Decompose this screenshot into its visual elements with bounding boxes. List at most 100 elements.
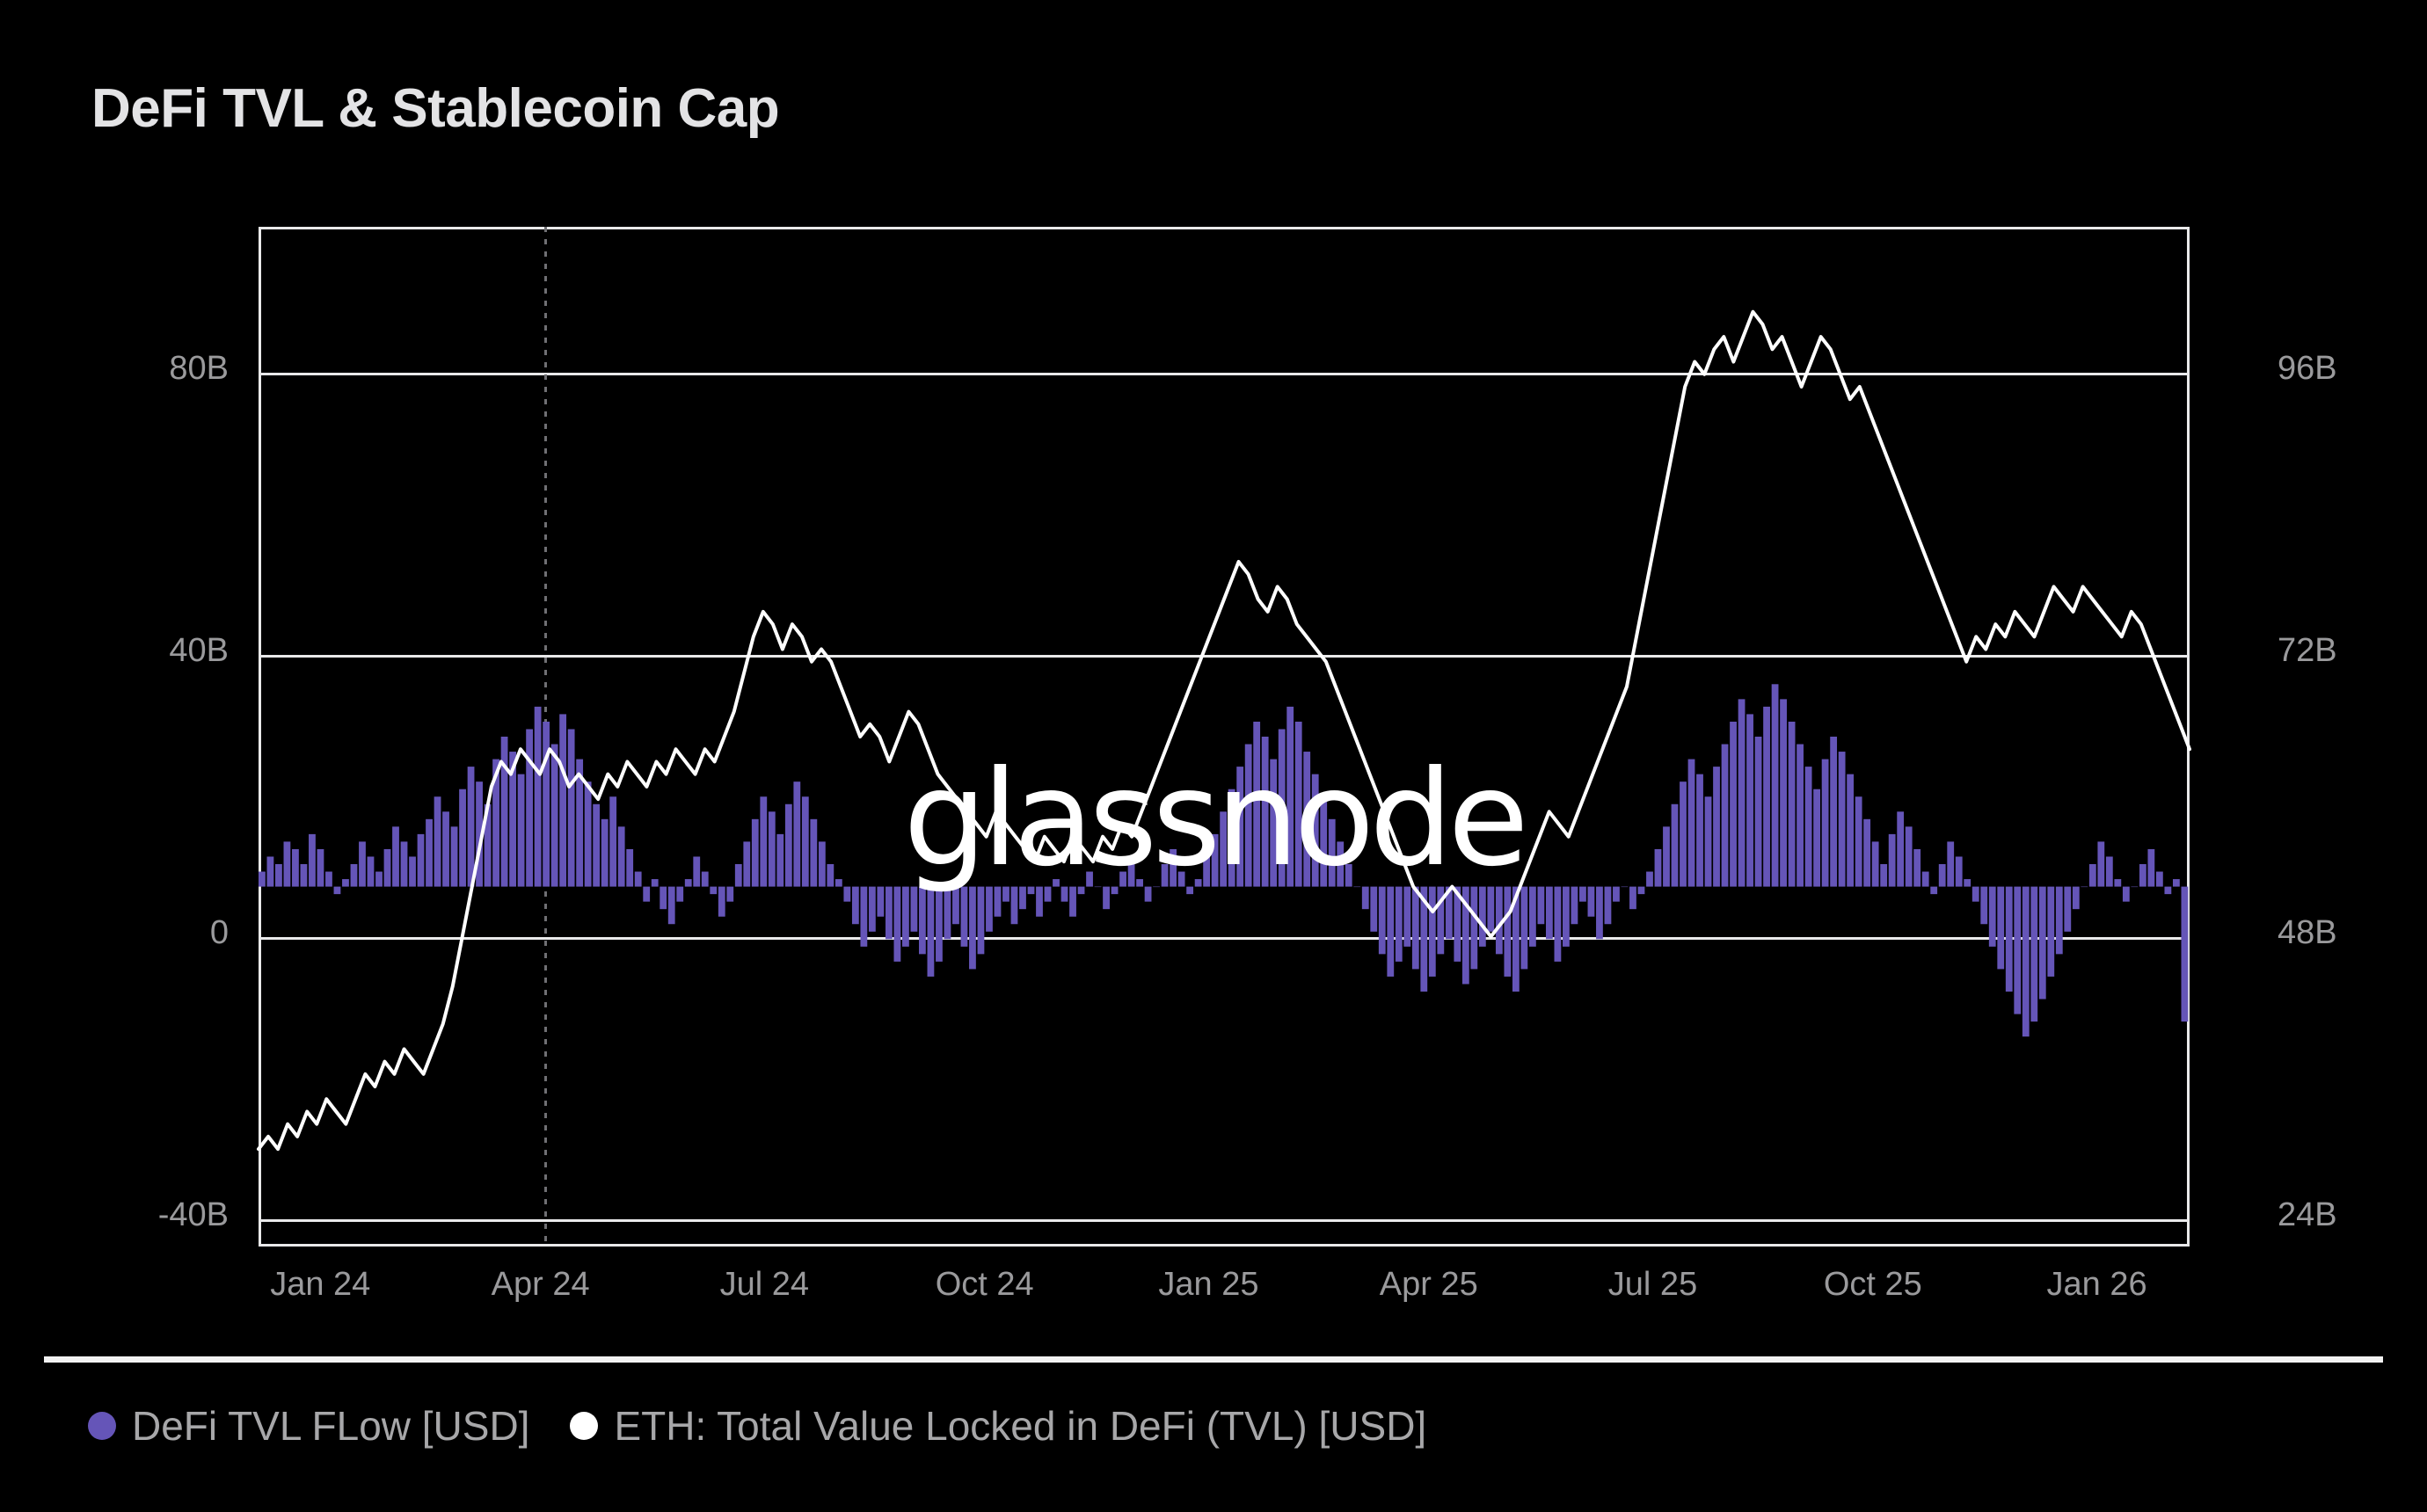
chart-plot-area [257, 227, 2191, 1247]
bar [1177, 871, 1185, 887]
bar [701, 871, 709, 887]
bar [919, 886, 926, 955]
bar [609, 796, 617, 887]
bar [1596, 886, 1603, 940]
bar [426, 818, 433, 887]
bar [1077, 886, 1085, 895]
bar [375, 871, 383, 887]
bar [1437, 886, 1445, 955]
bar [1428, 886, 1436, 977]
legend-item-defi-tvl-flow[interactable]: DeFi TVL FLow [USD] [88, 1402, 529, 1450]
series-eth-tvl-line [257, 309, 2191, 1152]
bar [266, 856, 274, 887]
bar [1821, 759, 1829, 887]
bar [1905, 826, 1913, 887]
bar [1687, 759, 1695, 887]
legend-item-eth-tvl[interactable]: ETH: Total Value Locked in DeFi (TVL) [U… [570, 1402, 1426, 1450]
bar [1637, 886, 1645, 895]
bar [2038, 886, 2046, 1000]
bar [1863, 818, 1871, 887]
bar [1420, 886, 1428, 992]
bar [1019, 886, 1026, 910]
bar [550, 744, 558, 887]
bar [383, 848, 391, 887]
bar [1060, 886, 1068, 902]
bar [969, 886, 976, 970]
bar [1236, 767, 1244, 887]
bar [1663, 826, 1670, 887]
bar [868, 886, 876, 932]
bar [743, 841, 751, 887]
bar [2022, 886, 2030, 1037]
bar [509, 752, 516, 887]
bar [333, 886, 341, 895]
bar [1763, 706, 1770, 887]
bar [726, 886, 734, 902]
right-axis-tick-24b: 24B [2278, 1196, 2337, 1233]
bar [1921, 871, 1929, 887]
bar [1704, 796, 1712, 887]
bar [467, 767, 475, 887]
bar [1955, 856, 1963, 887]
bar [860, 886, 868, 947]
bar [1613, 886, 1620, 902]
bar [2047, 886, 2055, 977]
bar [325, 871, 332, 887]
bar [2122, 886, 2130, 902]
bar [1127, 856, 1135, 887]
bar [1487, 886, 1495, 932]
left-axis-tick-neg40b: -40B [157, 1196, 229, 1233]
bar [1546, 886, 1553, 940]
bar [977, 886, 985, 955]
bar [1353, 886, 1361, 888]
bar [1294, 721, 1302, 887]
bar [1804, 767, 1812, 887]
bar [676, 886, 684, 902]
bar [1119, 871, 1126, 887]
bar [667, 886, 675, 925]
bar [1780, 699, 1787, 887]
bar [350, 864, 358, 887]
bar [1454, 886, 1461, 962]
bar [442, 811, 449, 887]
bar [784, 803, 792, 887]
bar [567, 729, 575, 887]
bar [1838, 752, 1846, 887]
right-axis-tick-48b: 48B [2278, 914, 2337, 951]
bar [617, 826, 625, 887]
bar [342, 879, 349, 887]
gridline-0 [259, 937, 2190, 940]
bar [1680, 781, 1687, 887]
bar [392, 826, 399, 887]
bar [893, 886, 901, 962]
x-axis-tick-jul-24: Jul 24 [719, 1266, 810, 1303]
bar [1044, 886, 1052, 902]
bar [593, 803, 601, 887]
bar [1445, 886, 1453, 940]
bar [1170, 848, 1177, 887]
bar [1303, 752, 1311, 887]
bar [2172, 879, 2180, 887]
bar [1411, 886, 1419, 970]
bar [1571, 886, 1578, 925]
bar [1103, 886, 1110, 910]
bar [793, 781, 801, 887]
left-axis-tick-40b: 40B [169, 632, 229, 669]
chart-legend: DeFi TVL FLow [USD] ETH: Total Value Loc… [88, 1402, 1426, 1450]
bar [2030, 886, 2038, 1022]
bar [1537, 886, 1545, 925]
bar [885, 886, 893, 940]
bar [1161, 864, 1169, 887]
bar [292, 848, 299, 887]
bar [643, 886, 651, 902]
x-axis-tick-oct-24: Oct 24 [935, 1266, 1034, 1303]
bar [459, 789, 466, 887]
bar [543, 721, 550, 887]
bar [651, 879, 659, 887]
bar [1528, 886, 1536, 947]
bar [492, 759, 499, 887]
bar [851, 886, 859, 925]
x-axis-tick-jan-26: Jan 26 [2046, 1266, 2147, 1303]
bar [1746, 714, 1753, 887]
bar [1713, 767, 1720, 887]
